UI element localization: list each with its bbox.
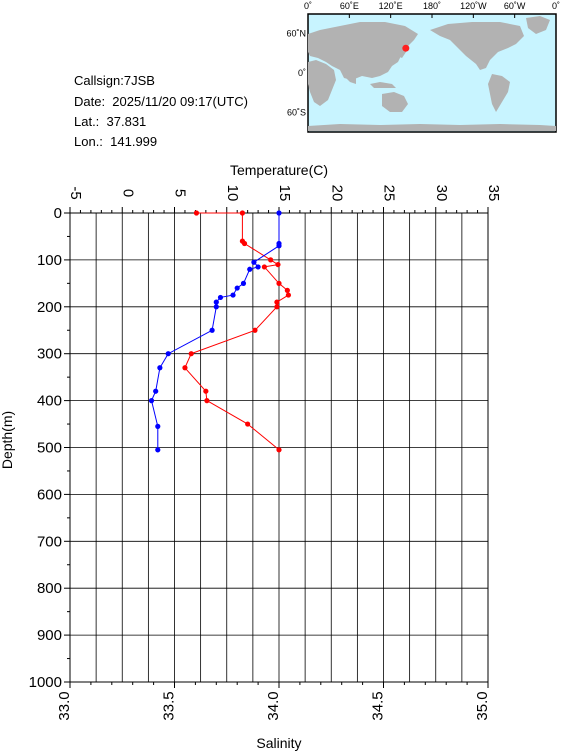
salinity-tick-label: 33.0 [56,691,73,720]
depth-tick-label: 100 [37,252,62,269]
map-lat-label: 60˚N [286,29,306,39]
africa-landmass [308,60,336,106]
temperature-point [284,287,290,293]
salinity-point [230,292,236,298]
temperature-point [193,210,200,216]
salinity-point [213,304,219,310]
map-lat-label: 0˚ [298,68,306,78]
temperature-point [252,327,258,333]
map-lon-label: 120˚E [379,1,403,11]
temperature-point [274,299,280,305]
depth-tick-label: 600 [37,486,62,503]
salinity-point [255,264,261,270]
temperature-tick-label: 35 [485,185,502,202]
salinity-point [276,243,282,249]
depth-tick-label: 0 [54,205,62,222]
salinity-point [209,327,215,333]
callsign-text: Callsign:7JSB [74,73,155,88]
temperature-point [182,365,188,371]
depth-tick-label: 300 [37,346,62,363]
temperature-point [241,240,248,247]
map-lon-label: 120˚W [460,1,487,11]
map-lon-label: 0˚ [304,1,312,11]
salinity-tick-label: 34.0 [265,691,282,720]
depth-tick-label: 500 [37,440,62,457]
temperature-point [239,210,246,216]
date-text: Date: 2025/11/20 09:17(UTC) [74,94,248,109]
depth-tick-label: 800 [37,580,62,597]
salinity-point [234,285,240,291]
north-america-landmass [430,22,524,70]
antarctica-landmass [308,124,556,131]
salinity-point [155,447,161,453]
temperature-point [268,257,274,263]
indonesia-landmass [370,82,396,88]
map-lon-label: 60˚W [504,1,526,11]
temperature-point [275,261,281,268]
temperature-point [245,421,251,427]
salinity-point [247,266,253,272]
temperature-point [203,388,209,394]
top-axis-label: Temperature(C) [230,162,328,178]
left-axis-label: Depth(m) [0,411,15,469]
temperature-point [285,292,292,298]
greenland-landmass [526,16,550,34]
depth-tick-label: 1000 [29,674,62,691]
south-america-landmass [488,74,510,112]
map-lon-label: 60˚E [340,1,359,11]
salinity-point [251,259,257,265]
salinity-profile-line [150,213,280,450]
temperature-tick-label: 25 [381,185,398,202]
temperature-point [204,398,210,404]
salinity-point [157,365,163,371]
temperature-tick-label: 0 [119,189,136,197]
salinity-point [240,280,247,286]
temperature-tick-label: 30 [433,185,450,202]
temperature-tick-label: 20 [328,185,345,202]
temperature-point [188,351,194,357]
depth-tick-label: 200 [37,299,62,316]
depth-tick-label: 900 [37,627,62,644]
temperature-tick-label: -5 [67,186,84,199]
temperature-tick-label: 5 [172,189,189,197]
longitude-text: Lon.: 141.999 [74,134,158,149]
depth-tick-label: 700 [37,533,62,550]
temperature-point [274,304,280,310]
salinity-point [217,294,224,301]
salinity-point [213,299,219,305]
temperature-point [276,447,282,453]
map-lon-label: 0˚ [552,1,560,11]
salinity-tick-label: 33.5 [160,691,177,720]
latitude-text: Lat.: 37.831 [74,114,147,129]
temperature-point [276,280,282,286]
depth-tick-label: 400 [37,393,62,410]
india-landmass [338,66,356,84]
profile-chart: -5 0 5 10 15 20 25 30 35 33.0 33.5 34.0 34.5 35.0 0 100… [0,162,502,751]
salinity-point [165,351,171,357]
australia-landmass [382,92,408,112]
map-lon-label: 180˚ [423,1,441,11]
map-lat-label: 60˚S [287,107,306,117]
station-marker [402,44,410,52]
temperature-tick-label: 15 [276,185,293,202]
map-land [308,16,556,131]
salinity-tick-label: 34.5 [369,691,386,720]
salinity-tick-label: 35.0 [474,691,491,720]
temperature-point [261,264,267,270]
salinity-point [148,398,155,404]
temperature-tick-label: 10 [224,185,241,202]
world-map: 0˚ 60˚E 120˚E 180˚ 120˚W 60˚W 0˚ 60˚N 0˚ 60˚S [286,1,560,133]
salinity-point [155,423,161,429]
salinity-point [276,210,282,216]
bottom-axis-label: Salinity [256,735,301,751]
salinity-point [153,388,159,394]
eurasia-landmass [308,22,418,80]
